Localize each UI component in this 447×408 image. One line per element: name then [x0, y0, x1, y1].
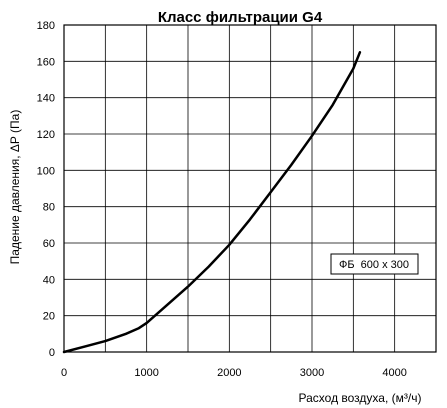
- x-tick-label: 4000: [382, 367, 406, 379]
- chart-title: Класс фильтрации G4: [158, 9, 323, 26]
- x-tick-label: 2000: [217, 367, 241, 379]
- y-tick-label: 60: [43, 238, 55, 250]
- y-tick-label: 180: [37, 20, 55, 32]
- y-tick-label: 80: [43, 202, 55, 214]
- y-tick-label: 40: [43, 274, 55, 286]
- x-tick-label: 3000: [300, 367, 324, 379]
- y-tick-label: 0: [49, 347, 55, 359]
- legend-box: [330, 253, 419, 275]
- x-tick-label: 0: [61, 367, 67, 379]
- y-tick-label: 120: [37, 129, 55, 141]
- grid: [63, 24, 437, 353]
- y-tick-label: 160: [37, 56, 55, 68]
- x-axis-title: Расход воздуха, (м³/ч): [299, 391, 422, 405]
- tick-labels: 0 20 40 60 80 100 120 140 160 180 0 1000 2000 3000 400…: [37, 20, 407, 379]
- x-tick-label: 1000: [134, 367, 158, 379]
- legend-label: ФБ 600 x 300: [339, 259, 409, 271]
- series-layer: [62, 51, 362, 354]
- series-line: [62, 51, 362, 354]
- y-tick-label: 20: [43, 311, 55, 323]
- y-axis-title: Падение давления, ΔP (Па): [8, 110, 22, 265]
- y-tick-label: 100: [37, 165, 55, 177]
- y-tick-label: 140: [37, 93, 55, 105]
- legend: ФБ 600 x 300: [330, 253, 419, 275]
- plot-frame: [63, 24, 437, 353]
